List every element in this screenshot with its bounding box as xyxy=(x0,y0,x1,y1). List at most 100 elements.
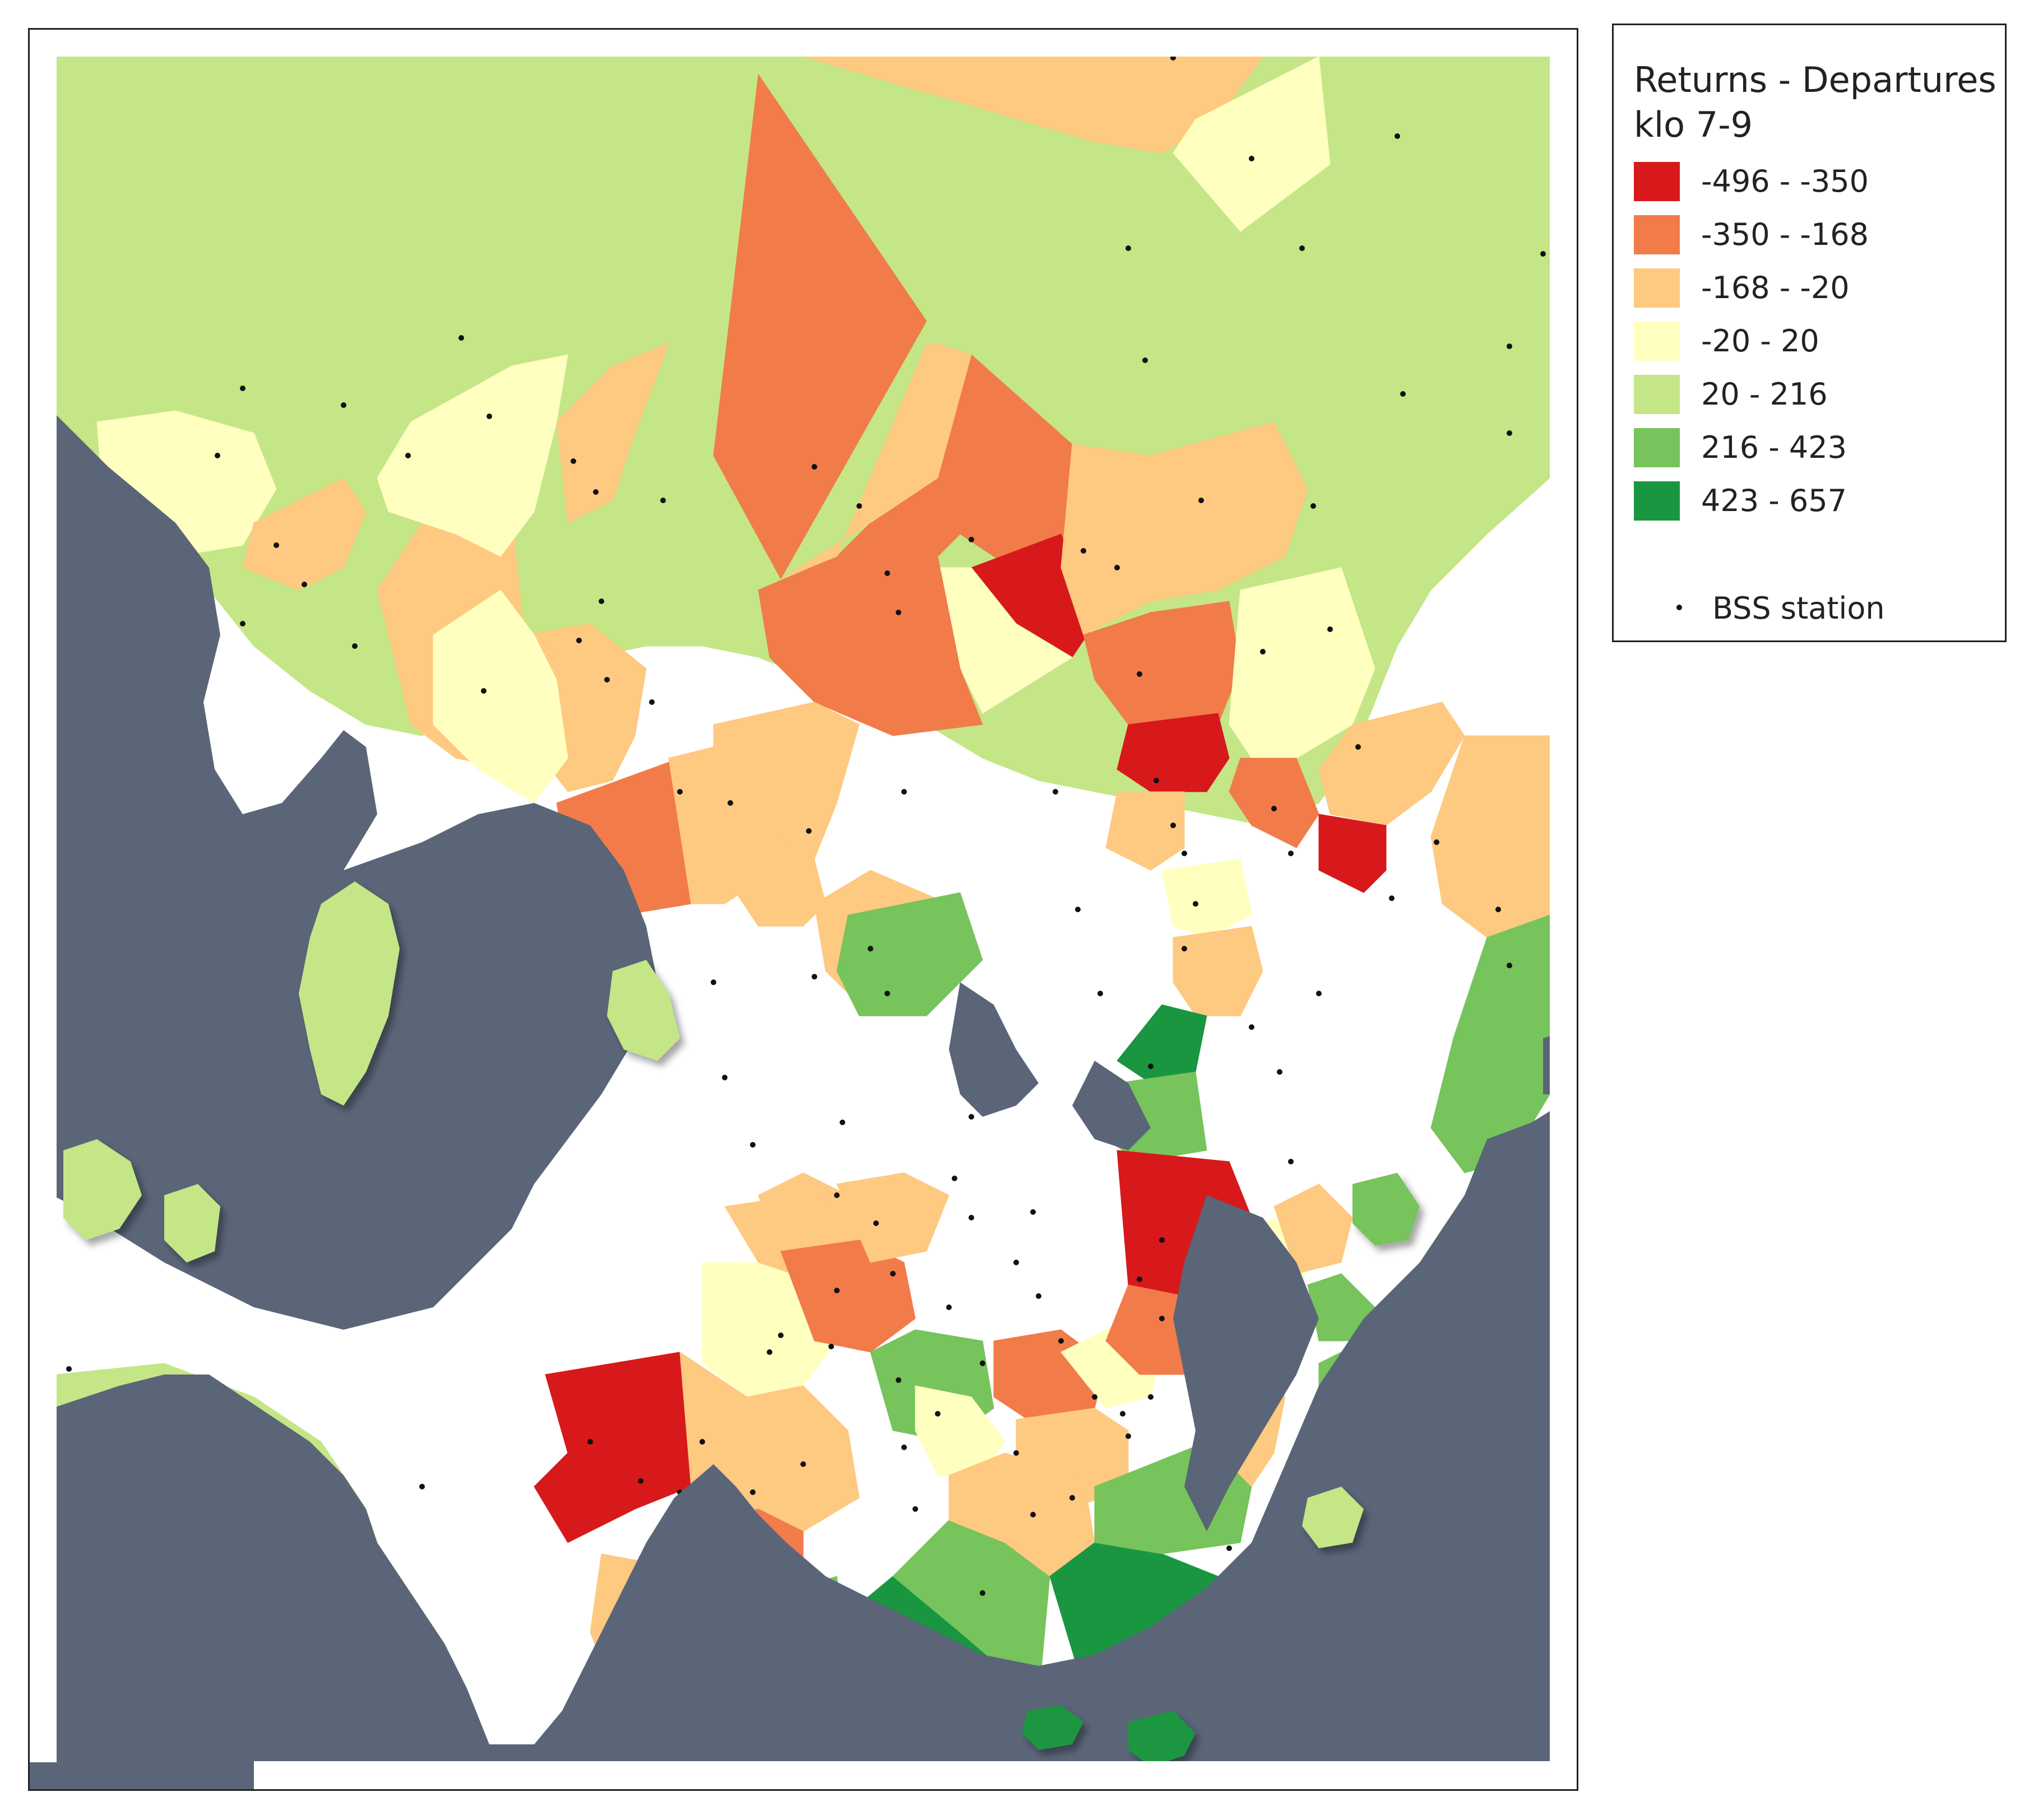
bss-station-point xyxy=(828,1344,834,1349)
bss-station-point xyxy=(890,1271,896,1276)
legend: Returns - Departures klo 7-9 -496 - -350… xyxy=(1612,24,2007,642)
map-frame xyxy=(28,28,1578,1791)
bss-station-point xyxy=(952,1176,957,1181)
bss-station-point xyxy=(419,1484,425,1489)
bss-station-point xyxy=(1081,548,1086,554)
bss-station-point xyxy=(800,1461,806,1467)
bss-station-point xyxy=(1193,901,1198,907)
bss-station-point xyxy=(274,542,279,548)
voronoi-region xyxy=(1161,858,1252,938)
bss-station-point xyxy=(341,402,346,408)
bss-station-point xyxy=(1120,1411,1125,1417)
bss-station-point xyxy=(1434,839,1439,845)
bss-station-point xyxy=(240,386,245,391)
bss-station-point xyxy=(1125,245,1131,251)
bss-station-point xyxy=(604,677,610,682)
legend-label: 20 - 216 xyxy=(1701,377,1828,412)
bss-station-point xyxy=(812,974,817,979)
bss-station-point xyxy=(1182,946,1187,951)
bss-station-point xyxy=(1125,1433,1131,1439)
bss-station-point xyxy=(240,621,245,626)
bss-station-point xyxy=(1299,245,1305,251)
bss-station-point xyxy=(1092,1394,1097,1400)
bss-station-point xyxy=(728,800,733,806)
bss-station-point xyxy=(834,1288,840,1293)
bss-station-point xyxy=(1507,430,1512,436)
bss-station-point xyxy=(1030,1209,1036,1215)
bss-station-point xyxy=(1277,1069,1282,1075)
bss-station-point xyxy=(1327,626,1333,632)
bss-station-point xyxy=(1249,1024,1254,1030)
voronoi-region xyxy=(758,556,983,736)
voronoi-region xyxy=(735,825,826,927)
bss-station-point xyxy=(481,688,487,694)
bss-station-point xyxy=(1249,156,1254,161)
voronoi-region xyxy=(780,1239,916,1353)
voronoi-region xyxy=(377,354,568,557)
bss-station-point xyxy=(1288,851,1294,856)
bss-station-point xyxy=(1053,789,1058,795)
bss-station-point xyxy=(868,946,873,951)
legend-swatch xyxy=(1634,322,1680,361)
bss-station-point xyxy=(1507,343,1512,349)
bss-station-point xyxy=(1495,907,1501,912)
legend-label: -168 - -20 xyxy=(1701,270,1850,305)
bss-station-point xyxy=(935,1411,941,1417)
legend-swatch xyxy=(1634,162,1680,201)
islands xyxy=(63,881,1420,1767)
legend-label: -20 - 20 xyxy=(1701,323,1819,359)
island xyxy=(1128,1711,1196,1767)
bss-station-point xyxy=(969,537,974,542)
bss-station-point xyxy=(1075,907,1081,912)
bss-station-point xyxy=(1137,671,1142,677)
bss-station-point xyxy=(1030,1512,1036,1517)
legend-swatch xyxy=(1634,215,1680,254)
bss-station-point xyxy=(1355,744,1361,750)
bss-station-point xyxy=(700,1439,705,1445)
bss-station-point xyxy=(1400,391,1406,397)
bss-station-point xyxy=(901,1445,907,1450)
map-canvas[interactable] xyxy=(30,30,1577,1789)
bss-station-point xyxy=(1097,991,1103,996)
voronoi-region xyxy=(1229,567,1375,759)
legend-swatch xyxy=(1634,428,1680,467)
bss-station-point xyxy=(896,610,901,615)
bss-station-point xyxy=(677,789,683,795)
voronoi-region xyxy=(556,343,669,523)
bss-station-point xyxy=(884,570,890,576)
bss-station-point xyxy=(1148,1394,1154,1400)
island xyxy=(1302,1487,1364,1548)
bss-station-point xyxy=(856,503,862,509)
island xyxy=(164,1184,220,1262)
bss-station-point xyxy=(1395,133,1400,139)
bss-station-point xyxy=(980,1361,985,1366)
island xyxy=(63,1139,142,1240)
bss-station-point xyxy=(66,1366,72,1372)
bss-station-point xyxy=(1154,778,1159,783)
bss-station-point xyxy=(711,979,716,985)
legend-station-label: BSS station xyxy=(1712,591,1885,626)
bss-station-point xyxy=(884,991,890,996)
bss-station-point xyxy=(1310,503,1316,509)
voronoi-region xyxy=(1229,758,1319,848)
bss-station-point xyxy=(901,789,907,795)
legend-swatch xyxy=(1634,268,1680,308)
bss-station-point xyxy=(1389,895,1395,901)
bss-station-point xyxy=(969,1114,974,1120)
bss-station-point xyxy=(1198,498,1204,503)
bss-station-point xyxy=(599,598,604,604)
voronoi-region xyxy=(1318,814,1387,893)
bss-station-point xyxy=(750,1489,756,1495)
bss-station-point xyxy=(1316,991,1322,996)
bss-station-point xyxy=(812,464,817,470)
bss-station-point xyxy=(458,335,464,341)
voronoi-region xyxy=(1173,56,1331,232)
legend-swatch xyxy=(1634,375,1680,414)
bss-station-point xyxy=(302,582,307,587)
bss-station-point xyxy=(1288,1159,1294,1164)
bss-station-point xyxy=(912,1506,918,1512)
bss-station-point xyxy=(1170,823,1176,828)
bss-station-point xyxy=(969,1215,974,1220)
voronoi-region xyxy=(1060,421,1308,635)
bss-station-point xyxy=(660,498,666,503)
